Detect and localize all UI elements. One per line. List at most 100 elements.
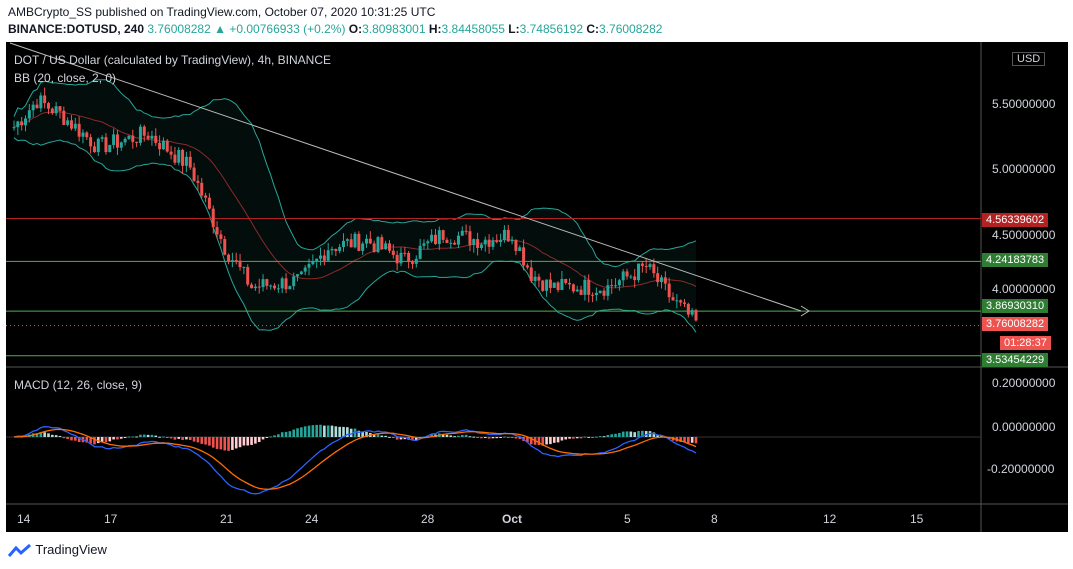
macd-histogram-bar <box>506 437 510 438</box>
candle-body <box>250 284 254 289</box>
time-tick: 8 <box>711 512 718 526</box>
macd-histogram-bar <box>575 437 579 439</box>
candle-body <box>518 247 522 251</box>
macd-tick: -0.20000000 <box>987 462 1055 476</box>
candle-body <box>361 243 365 251</box>
macd-histogram-bar <box>560 437 564 441</box>
macd-histogram-bar <box>89 437 92 444</box>
candle-body <box>464 230 468 232</box>
candle-body <box>184 156 188 166</box>
macd-histogram-bar <box>326 425 330 437</box>
candle-body <box>533 276 537 281</box>
chart-canvas[interactable] <box>6 42 1068 532</box>
macd-histogram-bar <box>188 437 192 441</box>
macd-histogram-bar <box>510 437 514 438</box>
candle-body <box>460 230 464 236</box>
candle-body <box>165 140 169 152</box>
candle-body <box>368 238 372 244</box>
symbol[interactable]: BINANCE:DOTUSD, 240 <box>8 22 145 36</box>
candle-body <box>568 282 572 285</box>
candle-body <box>96 138 100 153</box>
macd-histogram-bar <box>47 433 50 437</box>
price-tick: 5.00000000 <box>992 162 1056 176</box>
candle-body <box>499 239 503 243</box>
candle-body <box>579 289 583 295</box>
candle-body <box>23 118 27 126</box>
candle-body <box>690 310 694 315</box>
candle-body <box>292 276 296 287</box>
macd-histogram-bar <box>35 433 39 437</box>
candle-body <box>108 144 112 153</box>
candle-body <box>319 255 323 259</box>
macd-histogram-bar <box>541 437 545 446</box>
macd-histogram-bar <box>633 432 636 437</box>
candle-body <box>564 278 568 283</box>
macd-histogram-bar <box>192 437 196 442</box>
candle-body <box>529 267 533 281</box>
macd-histogram-bar <box>227 437 230 451</box>
macd-histogram-bar <box>453 436 456 438</box>
macd-tick: 0.20000000 <box>992 376 1056 390</box>
macd-histogram-bar <box>261 437 265 440</box>
macd-histogram-bar <box>273 435 276 437</box>
candle-body <box>479 244 483 249</box>
candle-body <box>311 261 315 265</box>
candle-body <box>422 243 426 246</box>
candle-body <box>621 271 625 281</box>
candle-body <box>456 235 460 245</box>
macd-histogram-bar <box>598 436 602 438</box>
candle-body <box>667 283 671 298</box>
macd-histogram-bar <box>499 437 502 438</box>
candle-body <box>169 151 173 155</box>
macd-histogram-bar <box>472 436 476 438</box>
candle-body <box>188 156 192 168</box>
macd-histogram-bar <box>169 437 173 439</box>
candle-body <box>449 242 453 244</box>
macd-histogram-bar <box>595 436 598 438</box>
bb-lower-band <box>13 137 697 333</box>
candle-body <box>445 239 449 243</box>
macd-histogram-bar <box>74 437 77 441</box>
candle-body <box>694 310 698 321</box>
tradingview-footer[interactable]: TradingView <box>7 542 107 558</box>
candle-body <box>556 282 560 291</box>
macd-histogram-bar <box>468 436 472 438</box>
candle-body <box>265 279 269 286</box>
candle-body <box>31 104 35 111</box>
candle-body <box>296 274 300 277</box>
macd-histogram-bar <box>660 435 663 437</box>
macd-histogram-bar <box>545 437 548 445</box>
macd-histogram-bar <box>116 437 119 440</box>
candle-body <box>491 240 495 247</box>
bb-indicator-label[interactable]: BB (20, close, 2, 0) <box>14 71 117 85</box>
resistance-level-tag: 4.56339602 <box>982 213 1049 227</box>
candle-body <box>675 300 679 302</box>
currency-button[interactable]: USD <box>1012 52 1046 66</box>
macd-histogram-bar <box>158 436 161 438</box>
candle-body <box>177 149 181 163</box>
candle-body <box>66 120 70 125</box>
macd-histogram-bar <box>100 437 104 442</box>
macd-histogram-bar <box>503 436 506 438</box>
chart-area[interactable]: DOT / US Dollar (calculated by TradingVi… <box>6 42 1068 532</box>
symbol-line: BINANCE:DOTUSD, 240 3.76008282 ▲ +0.0076… <box>8 22 663 36</box>
macd-histogram-bar <box>587 436 591 438</box>
candle-body <box>20 121 24 126</box>
macd-histogram-bar <box>564 437 568 440</box>
macd-histogram-bar <box>606 434 610 437</box>
macd-histogram-bar <box>537 437 541 445</box>
macd-histogram-bar <box>139 434 142 437</box>
candle-body <box>257 286 261 288</box>
macd-histogram-bar <box>246 437 250 446</box>
macd-histogram-bar <box>460 435 464 437</box>
candle-body <box>50 108 54 114</box>
candle-body <box>614 285 618 287</box>
macd-histogram-bar <box>346 427 349 437</box>
macd-histogram-bar <box>108 437 112 442</box>
macd-histogram-bar <box>618 432 621 437</box>
macd-indicator-label[interactable]: MACD (12, 26, close, 9) <box>14 378 143 392</box>
candle-body <box>303 267 307 272</box>
macd-histogram-bar <box>307 425 311 437</box>
macd-histogram-bar <box>58 435 62 437</box>
macd-histogram-bar <box>415 437 418 441</box>
